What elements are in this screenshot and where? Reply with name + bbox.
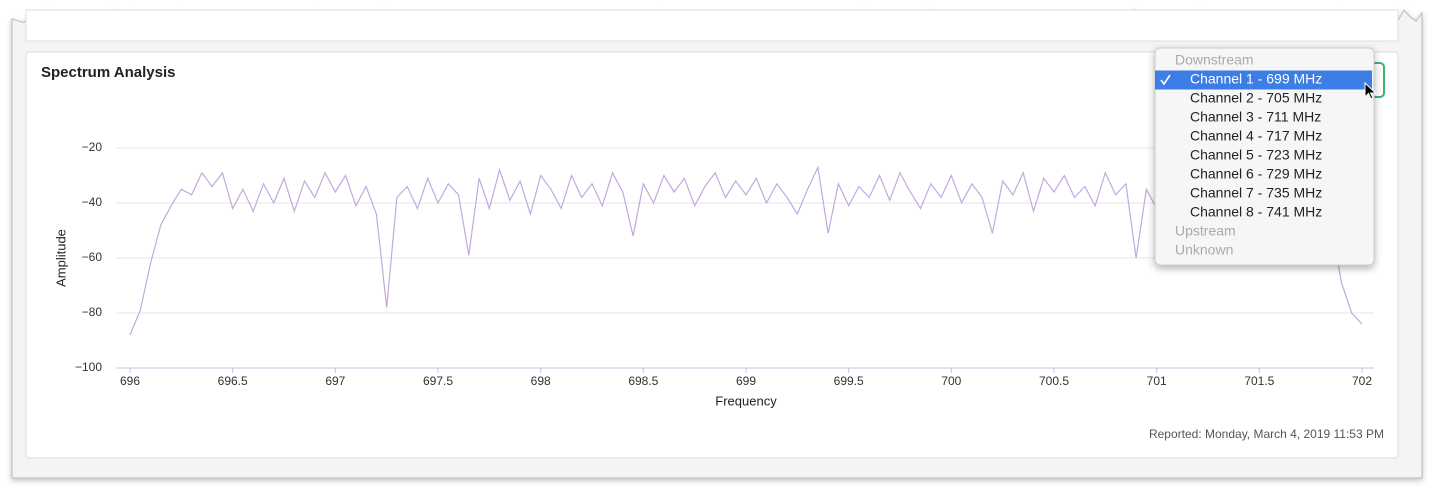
x-tick-label: 700.5 <box>1039 374 1069 388</box>
x-tick-label: 698.5 <box>628 374 658 388</box>
menu-option[interactable]: Channel 2 - 705 MHz <box>1190 90 1322 106</box>
chart: −20 −40 −60 −80 −100 696 696.5 697 697.5 698 698.5… <box>53 140 1374 408</box>
x-tick-label: 702 <box>1352 374 1372 388</box>
menu-option[interactable]: Channel 5 - 723 MHz <box>1190 147 1322 163</box>
x-tick-label: 699 <box>736 374 756 388</box>
card-title: Spectrum Analysis <box>41 64 176 81</box>
mouse-cursor <box>1364 81 1377 100</box>
y-tick-label: −80 <box>82 305 103 319</box>
reported-time: Reported: Monday, March 4, 2019 11:53 PM <box>1149 427 1384 441</box>
menu-group-header: Unknown <box>1175 242 1233 258</box>
menu-highlight <box>1155 70 1372 90</box>
previous-card <box>25 9 1399 42</box>
y-tick-label: −60 <box>82 250 103 264</box>
checkmark <box>1160 74 1171 86</box>
menu-option[interactable]: Channel 6 - 729 MHz <box>1190 166 1322 182</box>
dropdown-menu: Downstream Channel 1 - 699 MHz Channel 2 -… <box>1154 47 1375 266</box>
menu-panel <box>1154 47 1375 266</box>
menu-group-header: Upstream <box>1175 223 1236 239</box>
x-axis-label: Frequency <box>715 393 777 408</box>
menu-group-header: Downstream <box>1175 52 1254 68</box>
x-tick-label: 699.5 <box>834 374 864 388</box>
x-tick-label: 697 <box>325 374 345 388</box>
x-tick-label: 697.5 <box>423 374 453 388</box>
y-tick-label: −20 <box>82 140 103 154</box>
x-tick-label: 696 <box>120 374 140 388</box>
menu-option[interactable]: Channel 1 - 699 MHz <box>1190 71 1322 87</box>
x-tick-label: 696.5 <box>218 374 248 388</box>
x-tick-label: 701.5 <box>1244 374 1274 388</box>
y-tick-label: −100 <box>75 360 102 374</box>
menu-option[interactable]: Channel 8 - 741 MHz <box>1190 204 1322 220</box>
menu-option[interactable]: Channel 3 - 711 MHz <box>1190 109 1321 125</box>
menu-option[interactable]: Channel 4 - 717 MHz <box>1190 128 1322 144</box>
x-tick-label: 698 <box>531 374 551 388</box>
x-tick-label: 700 <box>941 374 961 388</box>
y-tick-label: −40 <box>82 195 103 209</box>
y-axis-label: Amplitude <box>53 229 68 287</box>
x-tick-label: 701 <box>1147 374 1167 388</box>
menu-option[interactable]: Channel 7 - 735 MHz <box>1190 185 1322 201</box>
card <box>25 51 1399 459</box>
